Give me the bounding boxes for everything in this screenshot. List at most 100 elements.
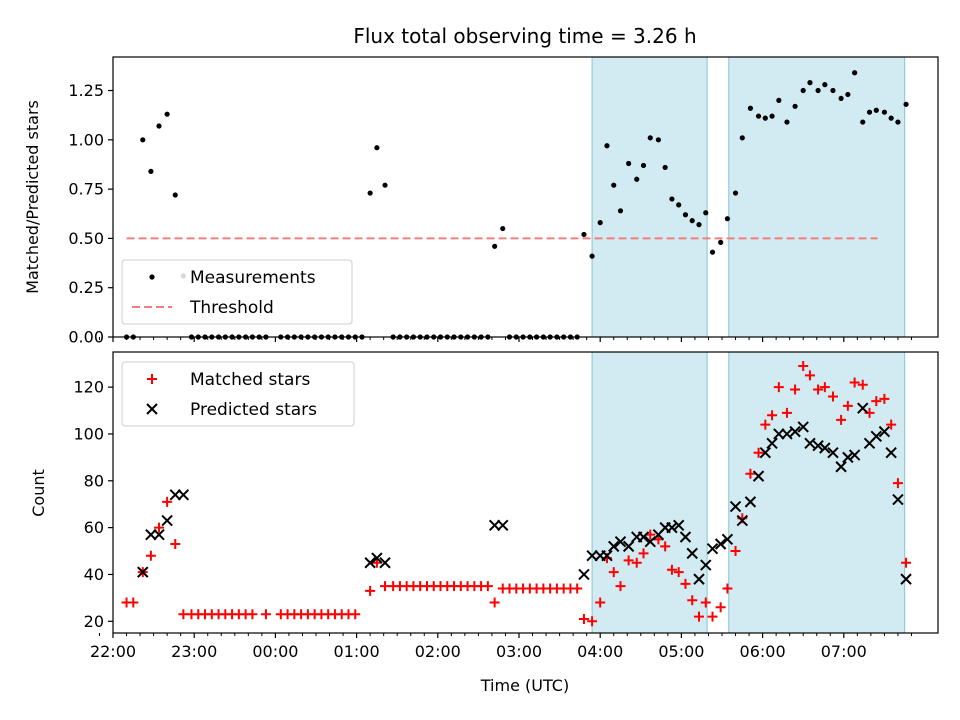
x-tick-label: 04:00 (577, 642, 623, 661)
measurement-point (604, 143, 610, 149)
legend-box (121, 259, 353, 325)
predicted-star-point (614, 535, 627, 548)
top-y-axis-label: Matched/Predicted stars (23, 100, 42, 294)
measurement-point (655, 137, 661, 143)
predicted-star-point (857, 402, 869, 414)
predicted-star-point (842, 451, 854, 464)
predicted-star-point (714, 538, 727, 550)
measurement-point (792, 103, 798, 109)
y-tick-label: 120 (73, 378, 104, 397)
matched-star-point (631, 557, 642, 568)
matched-star-point (162, 496, 173, 507)
predicted-star-point (773, 428, 785, 440)
matched-star-point (170, 539, 181, 550)
predicted-star-point (693, 573, 705, 585)
y-tick-label: 20 (84, 612, 104, 631)
measurement-point (676, 202, 682, 208)
x-tick-label: 06:00 (740, 642, 786, 661)
predicted-star-point (892, 493, 904, 506)
legend-entry: Predicted stars (190, 400, 317, 420)
x-tick-label: 22:00 (90, 642, 136, 661)
y-tick-label: 0.75 (68, 180, 104, 199)
shaded-interval-1 (591, 56, 708, 338)
matched-star-point (813, 384, 824, 395)
predicted-star-point (586, 550, 598, 562)
predicted-star-point (169, 489, 181, 501)
legend-box (121, 361, 355, 427)
measurement-point (860, 119, 866, 125)
bottom-panel: 20 40 60 80 100 120 22:00 23:00 00:00 01:00 02:00 0… (73, 351, 939, 661)
measurement-point (888, 115, 894, 121)
shaded-interval-2 (728, 56, 906, 338)
measurement-point (903, 101, 909, 107)
measurement-point (838, 95, 844, 102)
predicted-star-point (666, 521, 678, 534)
matched-star-point (901, 557, 912, 568)
matched-star-point (693, 611, 704, 622)
measurement-point (374, 145, 380, 151)
predicted-star-point (812, 439, 824, 452)
matched-star-point (680, 578, 691, 589)
matched-star-point (615, 581, 626, 592)
measurement-point (852, 70, 858, 76)
predicted-star-point (679, 531, 692, 543)
measurement-point (881, 109, 888, 115)
predicted-star-point (177, 489, 190, 501)
x-tick-label: 03:00 (496, 642, 542, 661)
matched-star-point (260, 609, 271, 620)
predicted-star-point (885, 446, 897, 459)
matched-star-point (836, 414, 847, 425)
matched-star-point (767, 410, 778, 421)
predicted-star-point (900, 573, 912, 585)
measurement-point (589, 253, 595, 259)
bottom-y-axis-label: Count (29, 469, 48, 517)
y-tick-label: 1.25 (68, 81, 104, 100)
matched-star-point (587, 616, 598, 627)
predicted-star-point (878, 425, 891, 438)
measurement-point (382, 182, 388, 188)
measurement-point (682, 212, 689, 218)
legend: Matched stars Predicted stars (121, 361, 355, 427)
matched-star-point (886, 419, 897, 430)
matched-star-point (760, 419, 771, 430)
measurement-point (739, 135, 745, 141)
chart-title: Flux total observing time = 3.26 h (353, 24, 696, 48)
measurement-point (662, 164, 668, 171)
matched-star-point (707, 611, 718, 622)
measurement-point (689, 218, 695, 224)
predicted-star-point (736, 514, 749, 527)
measurement-point (807, 80, 813, 86)
measurement-point (718, 239, 724, 245)
predicted-star-point (608, 540, 620, 553)
predicted-star-point (601, 550, 613, 562)
predicted-star-point (622, 540, 635, 553)
measurement-point (830, 87, 836, 94)
measurement-point (140, 137, 146, 143)
legend-entry: Measurements (190, 268, 316, 288)
matched-star-point (638, 548, 649, 559)
matched-star-point (608, 567, 619, 578)
predicted-star-point (364, 557, 376, 569)
matched-star-point (745, 468, 756, 479)
matched-star-point (871, 396, 882, 407)
measurement-point (617, 208, 624, 214)
predicted-star-point (804, 437, 816, 450)
measurement-point (164, 111, 170, 117)
top-panel: 0.00 0.25 0.50 0.75 1.00 1.25 Measurements Thre… (68, 56, 939, 347)
matched-star-point (595, 597, 606, 608)
predicted-star-point (497, 519, 509, 531)
x-axis-label: Time (UTC) (480, 676, 569, 695)
measurement-point (732, 190, 739, 196)
predicted-star-point (721, 533, 734, 546)
legend-marker-matched (147, 374, 157, 384)
predicted-star-point (379, 557, 391, 569)
matched-star-point (578, 613, 589, 624)
measurement-point (611, 182, 617, 188)
plot-frame (112, 56, 939, 338)
plot-frame (112, 351, 939, 634)
matched-star-point (892, 478, 903, 489)
x-tick-label: 01:00 (334, 642, 380, 661)
predicted-star-point (752, 470, 765, 482)
matched-star-point (715, 602, 726, 613)
measurement-point (626, 160, 632, 167)
